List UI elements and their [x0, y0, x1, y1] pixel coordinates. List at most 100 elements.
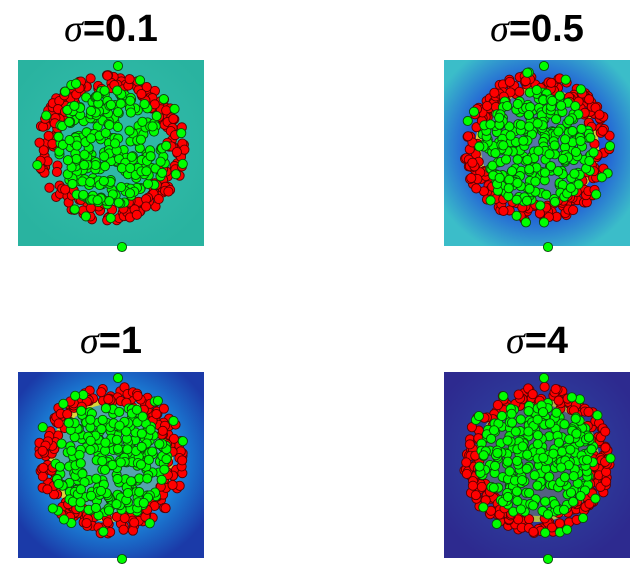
disk-point — [556, 462, 567, 473]
scatter-plot — [444, 372, 630, 565]
disk-point — [136, 441, 147, 452]
disk-point — [517, 475, 528, 486]
disk-point — [507, 417, 518, 428]
disk-point — [570, 413, 581, 424]
disk-point — [590, 493, 601, 504]
disk-point — [510, 426, 521, 437]
disk-point — [502, 100, 513, 112]
ring-point — [554, 518, 565, 529]
disk-point — [522, 67, 533, 78]
disk-point — [103, 505, 115, 516]
panel-sigma-4: σ=4 — [444, 318, 630, 565]
ring-point — [96, 387, 107, 398]
disk-point — [529, 470, 540, 481]
ring-point — [118, 524, 129, 535]
ring-point — [520, 75, 531, 87]
disk-point — [122, 487, 133, 499]
ring-point — [489, 87, 500, 98]
ring-point — [129, 517, 140, 528]
disk-point — [141, 166, 152, 177]
disk-point — [558, 504, 570, 515]
disk-point — [135, 75, 146, 86]
ring-point — [171, 146, 182, 158]
disk-point — [564, 434, 575, 445]
ring-point — [51, 166, 62, 178]
disk-point — [544, 149, 555, 160]
ring-point — [136, 88, 147, 100]
disk-point — [99, 85, 110, 96]
disk-point — [134, 486, 145, 498]
disk-point — [37, 422, 48, 433]
ring-point — [597, 125, 608, 136]
disk-point — [86, 490, 97, 501]
disk-point — [79, 149, 90, 160]
ring-point — [467, 480, 478, 491]
disk-point — [71, 140, 82, 151]
disk-point — [532, 439, 543, 450]
disk-point — [557, 446, 568, 457]
title-symbol: σ — [505, 320, 525, 362]
ring-point — [119, 512, 130, 524]
ring-point — [604, 130, 615, 141]
disk-point — [551, 407, 562, 418]
disk-point — [85, 444, 96, 456]
disk-point — [116, 553, 128, 565]
disk-point — [113, 197, 124, 208]
disk-point — [561, 524, 573, 535]
disk-point — [53, 478, 64, 490]
ring-point — [601, 476, 612, 487]
disk-point — [98, 175, 109, 187]
disk-point — [85, 414, 96, 425]
disk-point — [512, 98, 523, 110]
disk-point — [80, 211, 91, 222]
disk-point — [114, 406, 125, 417]
ring-point — [38, 462, 49, 473]
disk-point — [578, 512, 589, 524]
disk-point — [64, 134, 75, 146]
disk-point — [542, 241, 554, 253]
disk-point — [75, 497, 86, 508]
disk-point — [116, 181, 127, 193]
disk-point — [565, 444, 576, 455]
disk-point — [553, 166, 564, 177]
disk-point — [112, 107, 124, 118]
disk-point — [560, 134, 571, 145]
disk-point — [110, 138, 121, 149]
ring-point — [34, 137, 45, 148]
disk-point — [151, 110, 162, 122]
disk-point — [99, 464, 111, 475]
disk-point — [528, 500, 539, 511]
disk-point — [492, 447, 503, 459]
disk-point — [490, 148, 501, 159]
disk-point — [104, 119, 115, 131]
disk-point — [155, 156, 166, 167]
ring-point — [528, 526, 539, 537]
disk-point — [502, 456, 513, 467]
disk-point — [553, 126, 564, 137]
ring-point — [43, 130, 54, 141]
disk-point — [154, 439, 165, 450]
ring-point — [151, 409, 162, 420]
ring-point — [464, 439, 475, 450]
disk-point — [99, 161, 111, 172]
title-value: =0.5 — [508, 8, 584, 50]
disk-point — [111, 499, 122, 510]
disk-point — [478, 502, 489, 513]
disk-point — [115, 98, 126, 109]
disk-point — [105, 99, 117, 110]
ring-point — [583, 406, 594, 417]
disk-point — [575, 135, 586, 147]
disk-point — [124, 125, 135, 136]
disk-point — [176, 128, 187, 139]
disk-point — [92, 195, 103, 206]
ring-point — [584, 94, 595, 105]
disk-point — [98, 526, 109, 537]
disk-point — [112, 60, 124, 72]
disk-point — [112, 122, 123, 133]
scatter-plot — [444, 60, 630, 253]
disk-point — [568, 471, 579, 482]
disk-point — [560, 74, 571, 85]
disk-point — [539, 217, 550, 228]
ring-point — [527, 389, 538, 400]
ring-point — [482, 100, 493, 112]
